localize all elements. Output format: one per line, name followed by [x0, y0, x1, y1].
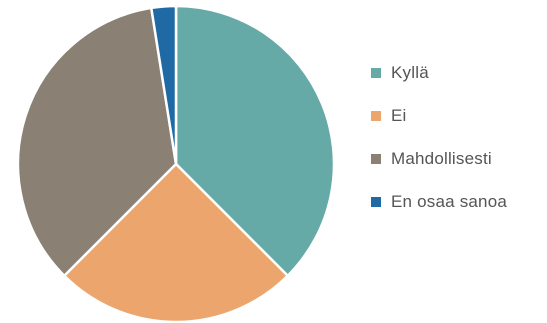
pie-chart: [16, 4, 336, 323]
pie-slice-en-osaa-sanoa: [150, 4, 178, 166]
legend-label: Kyllä: [391, 63, 429, 82]
legend-swatch: [371, 68, 381, 78]
chart-legend: Kyllä Ei Mahdollisesti En osaa sanoa: [371, 62, 547, 234]
legend-item-ei: Ei: [371, 105, 547, 127]
pie-slice-kylla: [174, 4, 336, 277]
legend-swatch: [371, 154, 381, 164]
legend-item-kylla: Kyllä: [371, 62, 547, 84]
legend-item-mahdollisesti: Mahdollisesti: [371, 148, 547, 170]
legend-swatch: [371, 197, 381, 207]
legend-item-en-osaa-sanoa: En osaa sanoa: [371, 191, 547, 213]
pie-slice-ei: [63, 162, 289, 323]
legend-label: En osaa sanoa: [391, 192, 508, 211]
legend-swatch: [371, 111, 381, 121]
legend-label: Mahdollisesti: [391, 149, 492, 168]
legend-label: Ei: [391, 106, 407, 125]
pie-slice-mahdollisesti: [16, 6, 178, 277]
